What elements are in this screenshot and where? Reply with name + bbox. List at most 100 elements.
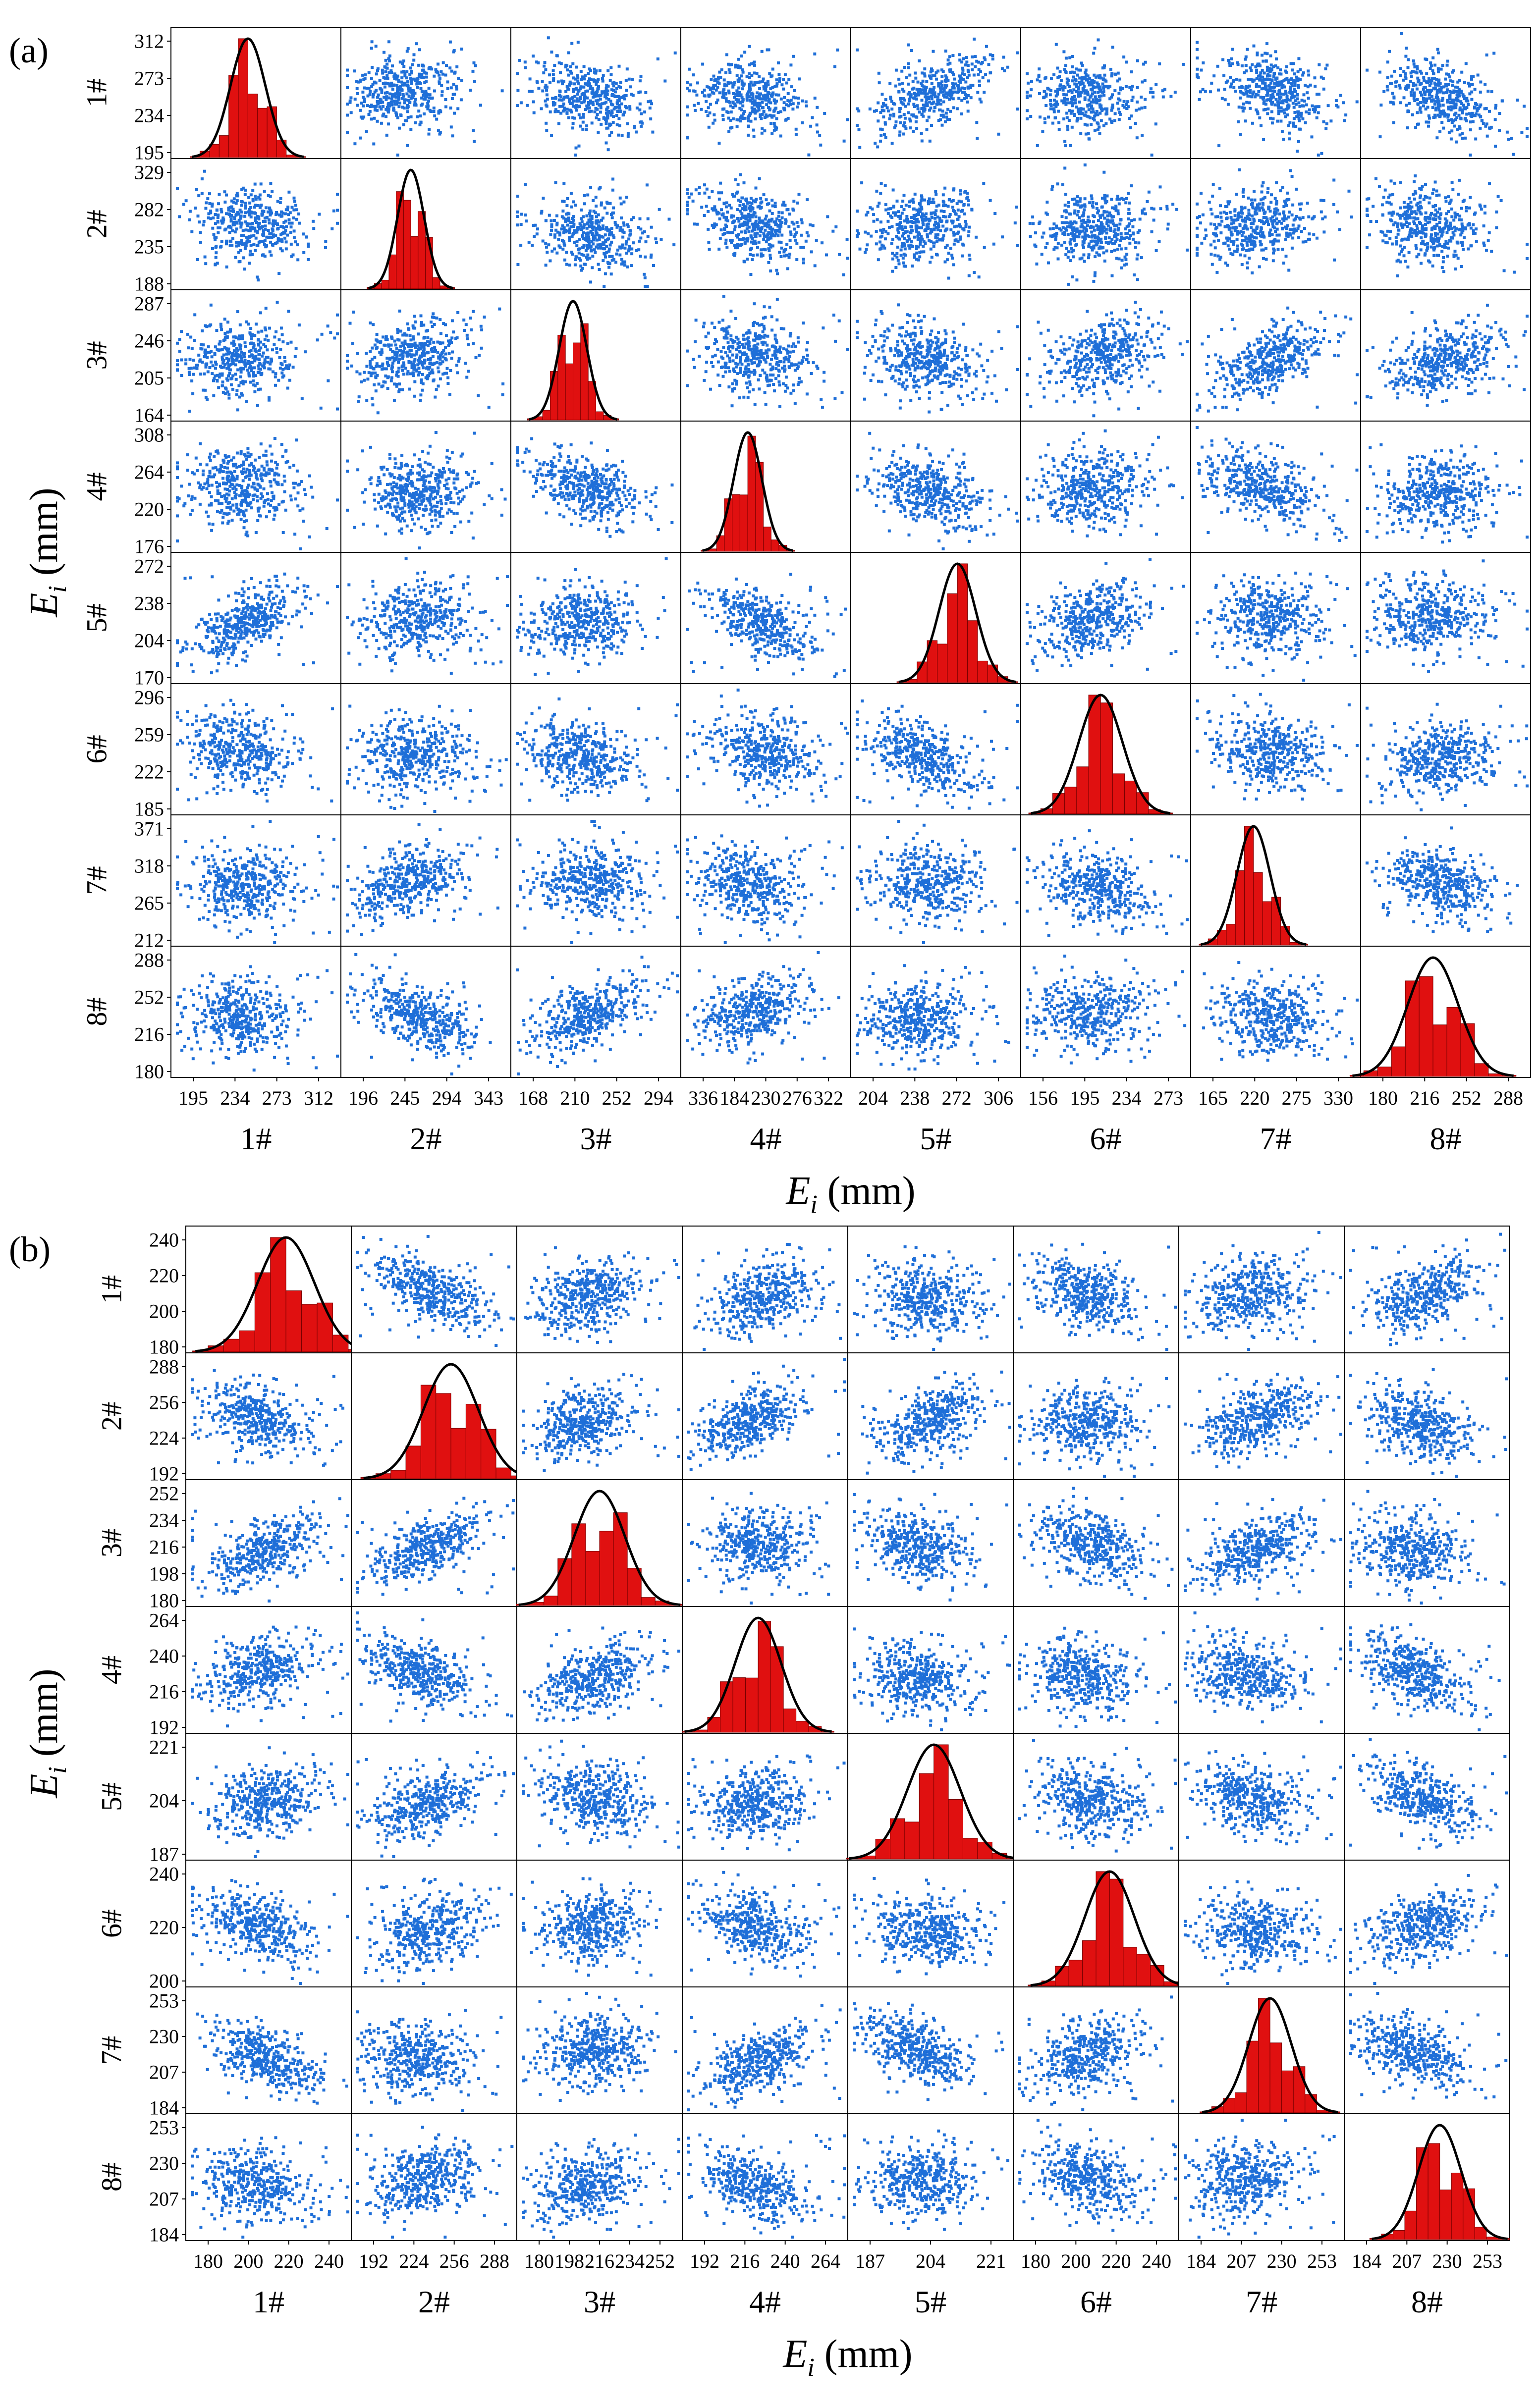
scatter-point: [516, 72, 519, 75]
scatter-point: [375, 89, 378, 92]
scatter-point: [1266, 112, 1269, 115]
scatter-point: [934, 95, 937, 98]
scatter-point: [980, 101, 983, 104]
scatter-point: [394, 100, 397, 103]
scatter-point: [1053, 99, 1056, 102]
cell-frame: [681, 27, 851, 159]
scatter-point: [402, 65, 405, 68]
scatter-point: [364, 73, 367, 76]
scatter-point: [1297, 57, 1300, 60]
scatter-point: [763, 129, 766, 132]
scatter-point: [392, 84, 395, 87]
scatter-point: [686, 113, 689, 116]
scatter-point: [720, 68, 723, 71]
scatter-point: [1130, 70, 1133, 73]
scatter-point: [912, 130, 915, 133]
scatter-point: [1154, 122, 1157, 125]
scatter-point: [730, 126, 733, 129]
scatter-point: [727, 63, 730, 66]
scatter-point: [1303, 100, 1306, 103]
scatter-point: [730, 110, 733, 113]
scatter-point: [1118, 99, 1121, 102]
scatter-point: [567, 74, 570, 77]
scatter-point: [694, 109, 697, 112]
scatter-point: [1113, 89, 1116, 92]
scatter-point: [978, 84, 981, 87]
scatter-point: [1136, 86, 1139, 89]
scatter-point: [1094, 129, 1097, 132]
scatter-point: [1060, 79, 1063, 82]
scatter-point: [391, 64, 394, 67]
scatter-point: [794, 97, 797, 100]
scatter-point: [1238, 106, 1241, 108]
scatter-point: [944, 50, 947, 53]
scatter-point: [631, 78, 634, 81]
scatter-point: [761, 50, 764, 53]
scatter-point: [1092, 52, 1095, 54]
scatter-point: [617, 134, 620, 137]
scatter-point: [1293, 117, 1296, 120]
scatter-point: [1269, 54, 1272, 57]
scatter-point: [544, 61, 547, 64]
scatter-point: [1339, 94, 1342, 97]
scatter-point: [380, 89, 383, 92]
scatter-point: [628, 78, 631, 81]
scatter-point: [989, 54, 992, 56]
scatter-point: [686, 87, 689, 90]
scatter-point: [1136, 59, 1139, 62]
scatter-point: [732, 82, 735, 85]
scatter-point: [425, 76, 428, 79]
scatter-point: [881, 106, 884, 108]
scatter-point: [1099, 132, 1101, 135]
scatter-point: [566, 108, 569, 111]
scatter-point: [787, 105, 790, 107]
scatter-point: [1077, 107, 1080, 110]
scatter-point: [1041, 130, 1044, 133]
scatter-point: [907, 93, 910, 96]
scatter-point: [1290, 82, 1293, 85]
scatter-point: [962, 57, 965, 60]
scatter-point: [439, 77, 441, 80]
scatter-point: [1196, 41, 1199, 44]
scatter-point: [619, 110, 622, 113]
scatter-point: [413, 104, 416, 107]
scatter-point: [761, 101, 764, 104]
scatter-point: [383, 51, 385, 54]
scatter-point: [723, 78, 726, 81]
scatter-point: [916, 104, 919, 107]
scatter-point: [741, 96, 744, 99]
scatter-point: [718, 91, 721, 94]
scatter-point: [792, 55, 795, 58]
scatter-point: [359, 109, 362, 112]
scatter-point: [582, 113, 585, 116]
scatter-point: [775, 93, 778, 96]
scatter-point: [890, 100, 893, 103]
scatter-point: [977, 73, 980, 76]
scatter-point: [602, 80, 604, 83]
scatter-point: [1077, 110, 1080, 113]
scatter-point: [643, 110, 646, 113]
scatter-point: [911, 88, 914, 91]
scatter-point: [607, 148, 610, 151]
scatter-point: [740, 54, 743, 57]
scatter-point: [368, 71, 371, 74]
scatter-point: [1066, 116, 1069, 119]
scatter-point: [1247, 78, 1250, 81]
scatter-point: [606, 114, 609, 117]
scatter-point: [576, 93, 579, 96]
scatter-point: [888, 117, 891, 120]
scatter-point: [926, 128, 929, 131]
scatter-point: [621, 134, 624, 137]
scatter-point: [1306, 91, 1309, 94]
scatter-point: [1077, 87, 1080, 90]
scatter-point: [1049, 93, 1052, 96]
scatter-point: [598, 118, 601, 121]
scatter-point: [578, 105, 581, 108]
scatter-point: [971, 62, 974, 65]
scatter-point: [777, 111, 780, 114]
scatter-point: [975, 60, 978, 63]
scatter-point: [939, 103, 942, 106]
scatter-point: [769, 87, 772, 90]
scatter-point: [688, 68, 691, 71]
